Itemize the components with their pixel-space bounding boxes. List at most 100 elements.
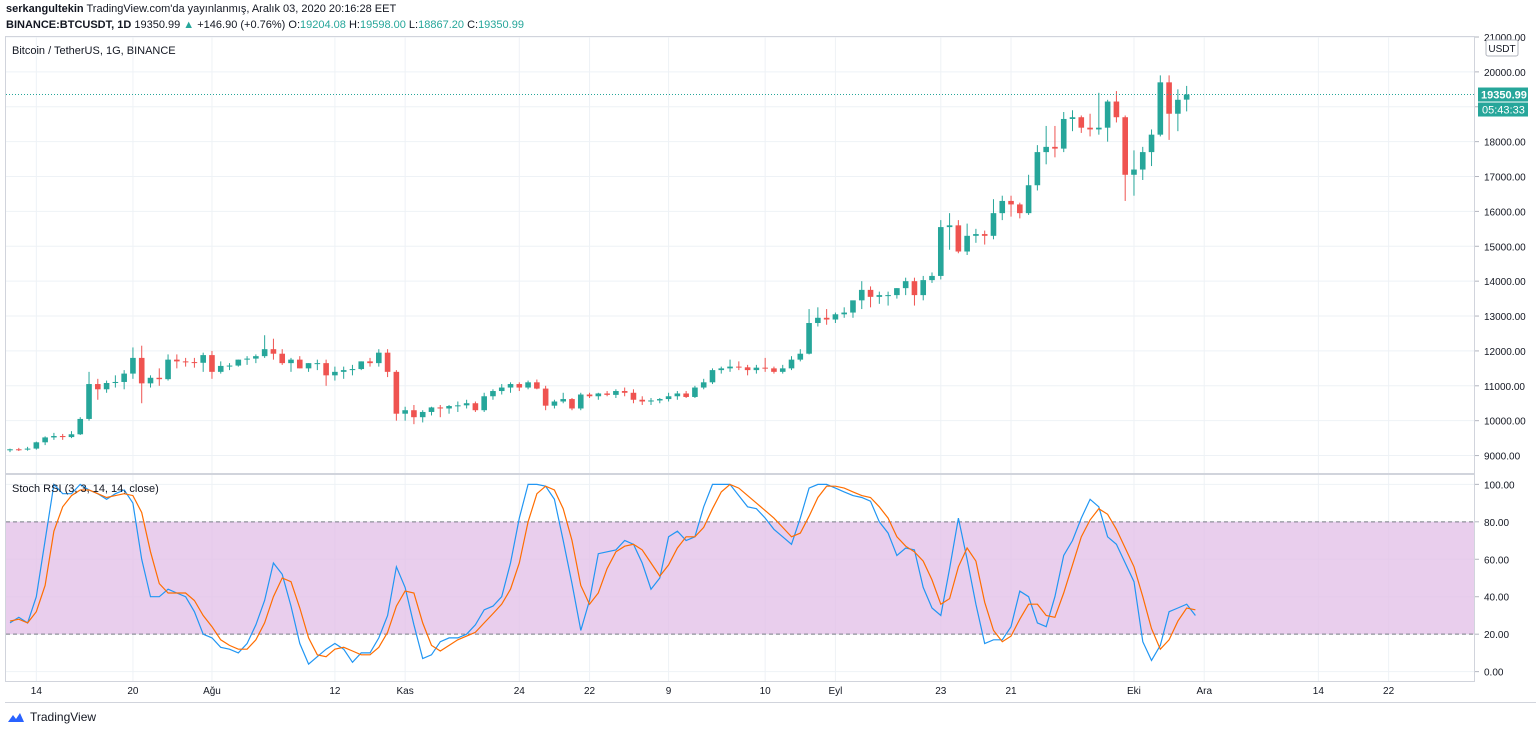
candle-body: [358, 361, 365, 370]
candle-body: [349, 369, 356, 371]
candle-body: [130, 357, 136, 374]
stoch-d-line: [9, 483, 1196, 658]
candle-body: [1183, 94, 1190, 100]
candle-body: [402, 410, 408, 414]
countdown-tag-label: 05:43:33: [1482, 105, 1525, 117]
time-tick-label: 14: [1313, 686, 1325, 697]
candle-body: [1087, 127, 1093, 130]
candle-body: [59, 436, 66, 438]
price-pane-title: Bitcoin / TetherUS, 1G, BINANCE: [12, 45, 176, 57]
candle-body: [656, 399, 663, 401]
candle-body: [779, 368, 786, 372]
price-pane-border: [5, 36, 1475, 474]
candle-body: [1166, 82, 1172, 114]
candlestick-series: [7, 75, 1190, 453]
tradingview-logo[interactable]: TradingView: [6, 710, 96, 724]
candle-body: [314, 363, 321, 365]
time-tick-label: 23: [935, 686, 947, 697]
candle-body: [709, 370, 716, 383]
candle-body: [551, 401, 558, 406]
candle-body: [762, 367, 768, 369]
candle-body: [51, 436, 57, 438]
candle-body: [1122, 117, 1128, 175]
candle-body: [1131, 169, 1137, 175]
candle-body: [621, 391, 628, 393]
candle-body: [692, 387, 698, 397]
candle-body: [876, 295, 883, 297]
osc-pane-border: [5, 474, 1475, 682]
up-arrow-icon: ▲: [183, 19, 195, 31]
candle-body: [894, 288, 900, 296]
osc-axis[interactable]: 100.00 80.00 60.00 40.00 20.00 0.00: [1475, 480, 1515, 679]
candle-body: [542, 388, 549, 406]
time-axis[interactable]: 21 Ağu 10 24 Eyl 14 22 Eki 12 20 Kas 9 23 Ara 14 22: [31, 686, 1395, 697]
tradingview-cloud-icon: [8, 713, 24, 722]
candle-body: [42, 437, 48, 443]
candle-body: [797, 353, 804, 360]
candle-body: [981, 234, 988, 236]
time-tick-label: 22: [584, 686, 596, 697]
price-tick-label: 17000.00: [1484, 173, 1526, 184]
price-tick-label: 13000.00: [1484, 312, 1526, 323]
candle-body: [1175, 99, 1181, 114]
countdown-tag: [1478, 102, 1528, 117]
brand-label: TradingView: [30, 710, 97, 724]
last-price: 19350.99: [134, 19, 181, 31]
candle-body: [516, 384, 523, 388]
candle-body: [288, 359, 294, 364]
candle-body: [7, 449, 13, 451]
candle-body: [86, 384, 92, 419]
candle-body: [771, 368, 777, 372]
candle-body: [999, 200, 1006, 214]
candle-body: [753, 367, 760, 371]
time-tick-label: 21: [1005, 686, 1017, 697]
last-price-tag: [1478, 87, 1528, 102]
candle-body: [1043, 146, 1049, 153]
candle-body: [95, 384, 101, 390]
candle-body: [165, 359, 171, 380]
candle-body: [964, 235, 970, 252]
candle-body: [323, 363, 329, 376]
osc-tick-label: 80.00: [1484, 518, 1509, 529]
candle-body: [1078, 117, 1085, 128]
candle-body: [1139, 152, 1146, 170]
candle-body: [253, 356, 259, 359]
candle-body: [1052, 146, 1058, 149]
close-value: 19350.99: [478, 19, 524, 31]
candle-body: [1060, 118, 1067, 149]
candle-body: [68, 434, 75, 438]
candle-body: [490, 391, 496, 397]
open-label: O:: [288, 19, 301, 31]
candle-body: [138, 357, 145, 384]
candle-body: [560, 399, 567, 402]
candle-body: [174, 359, 180, 362]
low-label: L:: [408, 19, 419, 31]
author-name[interactable]: serkangultekin: [6, 3, 84, 15]
currency-badge[interactable]: [1485, 39, 1519, 57]
candle-body: [1157, 82, 1164, 135]
candle-body: [1104, 101, 1111, 128]
time-tick-label: Eki: [1127, 686, 1141, 697]
open-value: 19204.08: [300, 19, 346, 31]
candle-body: [121, 373, 127, 382]
candle-body: [832, 314, 839, 320]
time-tick-label: 10: [760, 686, 772, 697]
candle-body: [24, 448, 31, 450]
candle-body: [244, 358, 250, 360]
candle-body: [867, 289, 874, 297]
candle-body: [437, 407, 444, 409]
candle-body: [156, 377, 163, 380]
currency-label: USDT: [1488, 44, 1515, 55]
time-tick-label: 20: [127, 686, 139, 697]
candle-body: [674, 393, 681, 397]
candle-body: [683, 393, 689, 397]
candle-body: [700, 382, 707, 388]
symbol-line: BINANCE:BTCUSDT, 1D: [6, 19, 132, 31]
candle-body: [639, 399, 646, 402]
candle-body: [261, 349, 268, 357]
candle-body: [823, 317, 830, 320]
time-tick-label: 22: [1383, 686, 1395, 697]
time-tick-label: Eyl: [828, 686, 842, 697]
stoch-band-fill: [6, 521, 1474, 635]
